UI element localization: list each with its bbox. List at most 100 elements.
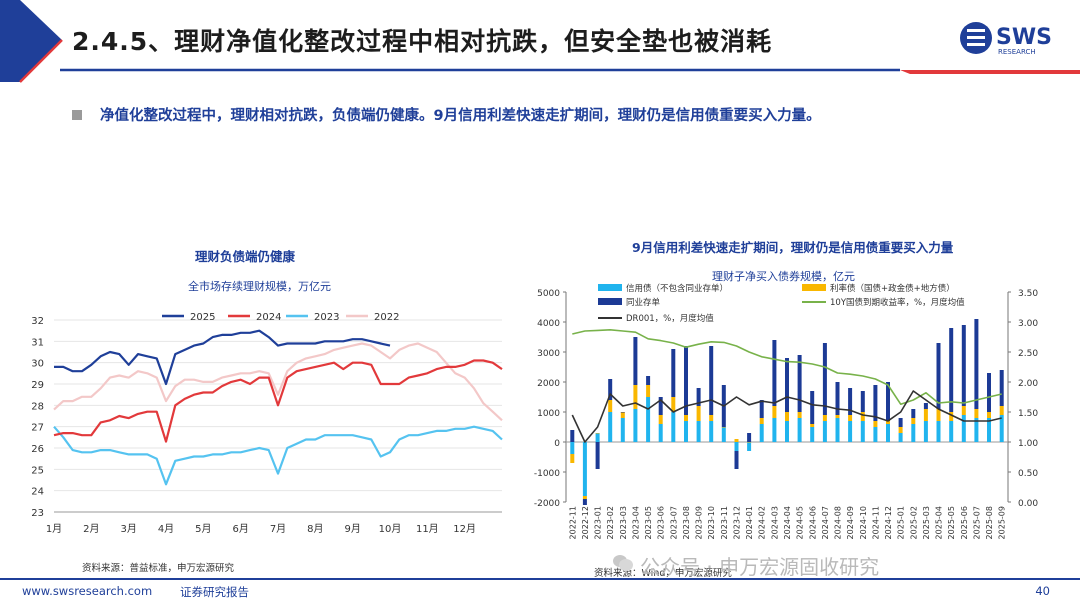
logo-text: SWS xyxy=(996,25,1052,50)
bar-segment xyxy=(620,412,625,413)
bar-segment xyxy=(999,370,1004,406)
right-x-tick-label: 2025-03 xyxy=(922,506,931,539)
bar-segment xyxy=(949,412,954,421)
legend-label-2024: 2024 xyxy=(256,312,281,323)
bar-segment xyxy=(974,319,979,409)
series-line xyxy=(572,328,1002,405)
legend-label-2022: 2022 xyxy=(374,312,399,323)
footer-website[interactable]: www.swsresearch.com xyxy=(22,584,153,598)
bar-segment xyxy=(721,427,726,442)
bar-segment xyxy=(961,325,966,406)
right-x-tick-label: 2024-08 xyxy=(834,506,843,539)
right-x-tick-label: 2022-12 xyxy=(581,506,590,539)
bullet-square xyxy=(72,110,82,120)
bar-segment xyxy=(582,496,587,499)
bar-segment xyxy=(759,424,764,442)
right-x-tick-label: 2024-09 xyxy=(846,506,855,539)
left-y-tick-label: 25 xyxy=(31,465,44,476)
right-chart: -2000 -1000 0 1000 2000 3000 4000 5000 0.00 0.50 1… xyxy=(534,283,1038,539)
right-x-tick-label: 2025-08 xyxy=(985,506,994,539)
bar-segment xyxy=(759,418,764,424)
bar-segment xyxy=(898,427,903,433)
bar-segment xyxy=(797,412,802,418)
bar-segment xyxy=(873,421,878,427)
right-x-tick-label: 2025-09 xyxy=(998,506,1007,539)
bar-segment xyxy=(646,376,651,385)
series-line xyxy=(571,390,1002,443)
right-x-tick-label: 2023-11 xyxy=(720,506,729,539)
bar-segment xyxy=(620,412,625,418)
legend-label: 利率债（国债+政金债+地方债） xyxy=(830,283,955,294)
legend-swatch xyxy=(802,284,826,291)
left-x-tick-label: 3月 xyxy=(120,523,136,535)
right-x-tick-label: 2025-05 xyxy=(947,506,956,539)
right-x-tick-label: 2024-11 xyxy=(871,506,880,539)
bar-segment xyxy=(860,412,865,421)
right-left-tick-label: -1000 xyxy=(534,469,560,479)
right-right-tick-label: 3.00 xyxy=(1018,319,1038,329)
bar-segment xyxy=(961,406,966,415)
bar-segment xyxy=(633,409,638,442)
bar-segment xyxy=(886,424,890,442)
bar-segment xyxy=(658,397,663,415)
bar-segment xyxy=(999,406,1004,415)
bar-segment xyxy=(671,349,676,397)
bar-segment xyxy=(961,415,966,442)
right-x-tick-label: 2023-09 xyxy=(695,506,704,539)
bar-segment xyxy=(684,421,688,442)
bar-segment xyxy=(936,421,941,442)
left-x-tick-label: 4月 xyxy=(158,523,174,535)
left-x-tick-label: 9月 xyxy=(344,523,360,535)
bar-segment xyxy=(886,421,890,424)
legend-swatch xyxy=(598,298,622,305)
right-x-tick-label: 2025-06 xyxy=(960,506,969,539)
right-x-tick-label: 2024-07 xyxy=(821,506,830,539)
bar-segment xyxy=(848,421,853,442)
left-y-tick-label: 31 xyxy=(31,337,44,348)
bar-segment xyxy=(582,499,587,505)
right-x-tick-label: 2025-01 xyxy=(897,506,906,539)
bar-segment xyxy=(835,382,840,415)
bar-segment xyxy=(949,421,954,442)
bar-segment xyxy=(873,385,878,421)
bar-segment xyxy=(911,409,916,418)
wechat-icon xyxy=(613,555,633,571)
right-x-tick-label: 2023-04 xyxy=(632,506,641,539)
bar-segment xyxy=(570,442,575,454)
left-chart-title: 理财负债端仍健康 xyxy=(195,249,296,264)
bar-segment xyxy=(898,433,903,442)
bar-segment xyxy=(734,451,739,469)
right-x-tick-label: 2024-05 xyxy=(796,506,805,539)
right-right-tick-label: 0.00 xyxy=(1018,499,1038,509)
left-chart: 23 24 25 26 27 28 29 30 31 32 1月 2月 3月 4月 5月 6月 7月 8月 9月 10… xyxy=(31,312,503,535)
bar-segment xyxy=(822,343,827,415)
bar-segment xyxy=(671,397,676,412)
right-left-tick-label: 1000 xyxy=(537,409,560,419)
bar-segment xyxy=(595,433,600,442)
series-line-2023 xyxy=(53,425,503,486)
left-y-tick-label: 23 xyxy=(31,508,44,519)
bar-segment xyxy=(848,415,853,421)
bar-segment xyxy=(684,415,688,421)
left-y-tick-label: 32 xyxy=(31,316,44,327)
right-right-tick-label: 3.50 xyxy=(1018,289,1038,299)
bar-segment xyxy=(759,400,764,418)
bar-segment xyxy=(772,418,777,442)
legend-label-2023: 2023 xyxy=(314,312,339,323)
left-x-tick-label: 7月 xyxy=(270,523,286,535)
bar-segment xyxy=(873,427,878,442)
right-x-tick-label: 2022-11 xyxy=(568,506,577,539)
left-y-tick-label: 30 xyxy=(31,359,44,370)
bar-segment xyxy=(595,442,600,469)
right-x-tick-label: 2024-06 xyxy=(808,506,817,539)
left-x-tick-label: 6月 xyxy=(232,523,248,535)
series-line-2022 xyxy=(53,342,503,422)
bar-segment xyxy=(835,418,840,442)
right-chart-subtitle: 理财子净买入债券规模，亿元 xyxy=(712,270,855,283)
legend-label: 同业存单 xyxy=(626,297,661,308)
series-line-2025 xyxy=(54,329,391,386)
bar-segment xyxy=(620,418,625,442)
legend-label: DR001，%，月度均值 xyxy=(626,313,714,324)
right-x-tick-label: 2023-06 xyxy=(657,506,666,539)
right-x-tick-label: 2023-10 xyxy=(707,506,716,539)
